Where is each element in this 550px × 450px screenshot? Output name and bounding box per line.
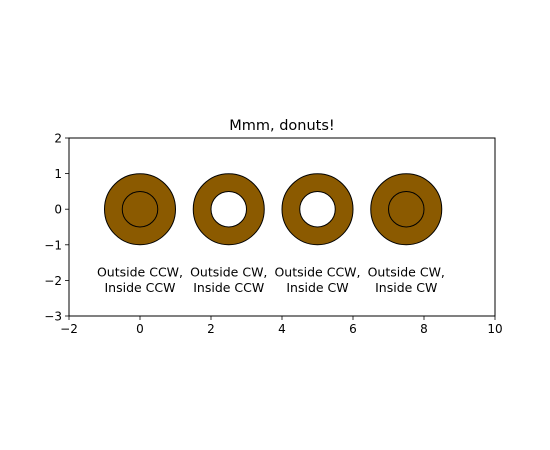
y-tick-label: 1 (54, 167, 62, 181)
donut-label-line: Inside CW (375, 280, 437, 295)
donut-label-2: Outside CW, Inside CCW (190, 264, 267, 295)
donut-label-1: Outside CCW, Inside CCW (97, 264, 183, 295)
x-tick-label: 0 (136, 322, 144, 336)
y-tick-label: −2 (44, 274, 62, 288)
y-tick-label: −1 (44, 238, 62, 252)
donut-inner-ring (121, 190, 159, 228)
donut-label-line: Outside CW, (368, 264, 445, 279)
y-tick-label: 2 (54, 132, 62, 146)
x-axis: −2 0 2 4 6 8 10 (60, 316, 503, 336)
donut-label-line: Outside CCW, (97, 264, 183, 279)
donut-4 (370, 173, 443, 246)
x-tick-label: 2 (207, 322, 215, 336)
donut-3 (281, 173, 354, 246)
donut-inner-ring (299, 190, 336, 228)
chart-title: Mmm, donuts! (229, 118, 335, 134)
donut-label-line: Outside CW, (190, 264, 267, 279)
y-tick-label: −3 (44, 310, 62, 324)
donut-label-line: Inside CW (286, 280, 348, 295)
y-axis: −3 −2 −1 0 1 2 (44, 132, 69, 324)
y-tick-label: 0 (54, 203, 62, 217)
x-tick-label: 8 (420, 322, 428, 336)
x-tick-label: 4 (278, 322, 286, 336)
donut-label-line: Inside CCW (104, 280, 175, 295)
x-tick-label: 6 (349, 322, 357, 336)
donut-label-line: Outside CCW, (274, 264, 360, 279)
donut-2 (192, 173, 265, 246)
x-tick-label: −2 (60, 322, 78, 336)
donut-inner-ring (210, 190, 247, 228)
x-tick-label: 10 (487, 322, 502, 336)
donut-layer (104, 173, 443, 246)
donut-inner-ring (388, 190, 425, 228)
donut-label-3: Outside CCW, Inside CW (274, 264, 360, 295)
donut-label-4: Outside CW, Inside CW (368, 264, 445, 295)
donut-label-line: Inside CCW (193, 280, 264, 295)
donut-1 (104, 173, 176, 246)
